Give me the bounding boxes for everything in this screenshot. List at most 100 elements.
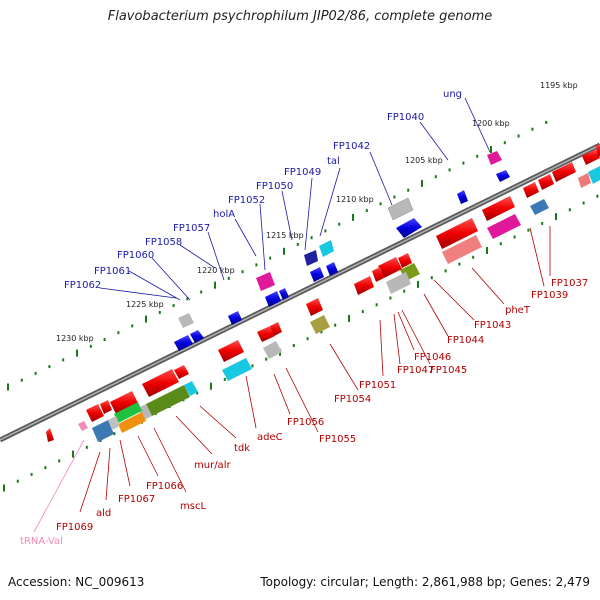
gene-trna-val[interactable]: [78, 421, 88, 431]
minor-tick: [476, 154, 479, 158]
gene-fp1047-b[interactable]: [372, 267, 384, 282]
minor-tick: [320, 330, 323, 334]
minor-tick: [58, 459, 61, 463]
gene-fp1061[interactable]: [190, 330, 204, 343]
minor-tick: [265, 357, 268, 361]
label-fp1057: FP1057: [173, 223, 210, 234]
gene-fp1043[interactable]: [436, 218, 478, 249]
gene-fp1067[interactable]: [118, 412, 146, 433]
gene-fp1045[interactable]: [386, 272, 411, 294]
minor-tick: [113, 432, 116, 436]
gene-tal[interactable]: [319, 240, 334, 257]
minor-tick: [62, 358, 65, 362]
minor-tick: [527, 228, 530, 232]
gene-fp1040[interactable]: [496, 170, 510, 182]
gene-adec[interactable]: [218, 340, 244, 362]
gene-mur-alr[interactable]: [146, 385, 190, 416]
major-tick: [145, 315, 147, 323]
minor-tick: [531, 127, 534, 131]
gene-fp1037-b[interactable]: [538, 174, 554, 190]
outer-tick-track: [7, 120, 548, 391]
minor-tick: [434, 175, 437, 179]
label-fp1039: FP1039: [531, 290, 568, 301]
gene-phet[interactable]: [487, 214, 521, 239]
gene-fp1069[interactable]: [86, 404, 104, 422]
gene-fp1052[interactable]: [256, 272, 275, 291]
gene-hola-b[interactable]: [279, 288, 289, 300]
minor-tick: [462, 161, 465, 165]
label-ung: ung: [443, 89, 462, 100]
minor-tick: [361, 310, 364, 314]
minor-tick: [196, 391, 199, 395]
gene-fp1043-b[interactable]: [442, 235, 482, 264]
minor-tick: [306, 337, 309, 341]
gene-fp1050-b[interactable]: [326, 262, 338, 276]
gene-hola[interactable]: [265, 291, 281, 307]
gene-grey-1210[interactable]: [387, 197, 414, 221]
minor-tick: [103, 338, 106, 341]
gene-right-edge-cyan[interactable]: [588, 166, 600, 184]
kbp-label: 1200 kbp: [472, 119, 510, 128]
gene-fp1060[interactable]: [174, 335, 193, 351]
minor-tick: [296, 243, 299, 246]
gene-right-edge-red-b[interactable]: [596, 144, 600, 157]
gene-mscl[interactable]: [138, 404, 152, 420]
minor-tick: [200, 290, 203, 294]
gene-fp1055[interactable]: [257, 326, 275, 342]
gene-mur-alr-b[interactable]: [184, 381, 198, 396]
kbp-label: 1230 kbp: [56, 334, 94, 343]
minor-tick: [34, 371, 37, 375]
minor-tick: [186, 297, 189, 301]
gene-tdk-b[interactable]: [174, 365, 189, 379]
gene-fp1056[interactable]: [263, 341, 282, 359]
label-fp1067: FP1067: [118, 494, 155, 505]
label-fp1062: FP1062: [64, 280, 101, 291]
gene-fp1047[interactable]: [354, 276, 374, 295]
gene-fp1037[interactable]: [552, 162, 576, 182]
gene-fp1066[interactable]: [110, 391, 138, 414]
label-fp1037: FP1037: [551, 278, 588, 289]
major-tick: [283, 247, 285, 255]
minor-tick: [310, 236, 313, 240]
gene-adec-b[interactable]: [222, 358, 252, 381]
gene-fp1054[interactable]: [310, 315, 330, 334]
minor-tick: [158, 310, 161, 314]
gene-ald-b[interactable]: [108, 416, 120, 430]
gene-fp1069-b[interactable]: [100, 400, 112, 414]
gene-fp1042[interactable]: [457, 190, 468, 204]
label-fp1040: FP1040: [387, 112, 424, 123]
gene-blue-1210[interactable]: [396, 218, 422, 238]
map-title: Flavobacterium psychrophilum JIP02/86, c…: [107, 9, 493, 24]
gene-right-edge-red[interactable]: [582, 149, 600, 165]
gene-phet-top[interactable]: [482, 196, 515, 221]
gene-fp1046[interactable]: [378, 257, 402, 278]
major-tick: [72, 450, 74, 458]
gene-left-red[interactable]: [46, 428, 54, 442]
minor-tick: [44, 466, 47, 470]
gene-fp1058[interactable]: [178, 313, 194, 328]
gene-ald[interactable]: [92, 420, 114, 442]
major-tick: [486, 247, 488, 254]
label-fp1050: FP1050: [256, 181, 293, 192]
label-fp1056: FP1056: [287, 417, 324, 428]
minor-tick: [117, 331, 120, 335]
gene-fp1037-c[interactable]: [523, 182, 539, 198]
gene-fp1039[interactable]: [530, 199, 549, 215]
minor-tick: [48, 365, 51, 369]
minor-tick: [131, 324, 134, 328]
gene-fp1066-b[interactable]: [114, 402, 142, 423]
gene-fp1051[interactable]: [306, 298, 323, 316]
minor-tick: [16, 479, 19, 483]
label-phet: pheT: [505, 305, 531, 316]
gene-right-edge-salmon[interactable]: [578, 173, 591, 188]
major-tick: [210, 382, 212, 390]
gene-fp1055-b[interactable]: [270, 322, 282, 336]
gene-fp1049[interactable]: [304, 250, 318, 266]
gene-fp1047-c[interactable]: [398, 253, 412, 268]
minor-tick: [89, 344, 92, 348]
gene-fp1057[interactable]: [228, 311, 242, 325]
gene-fp1050-a[interactable]: [310, 267, 324, 282]
gene-ung[interactable]: [487, 151, 502, 165]
gene-tdk[interactable]: [142, 369, 179, 397]
